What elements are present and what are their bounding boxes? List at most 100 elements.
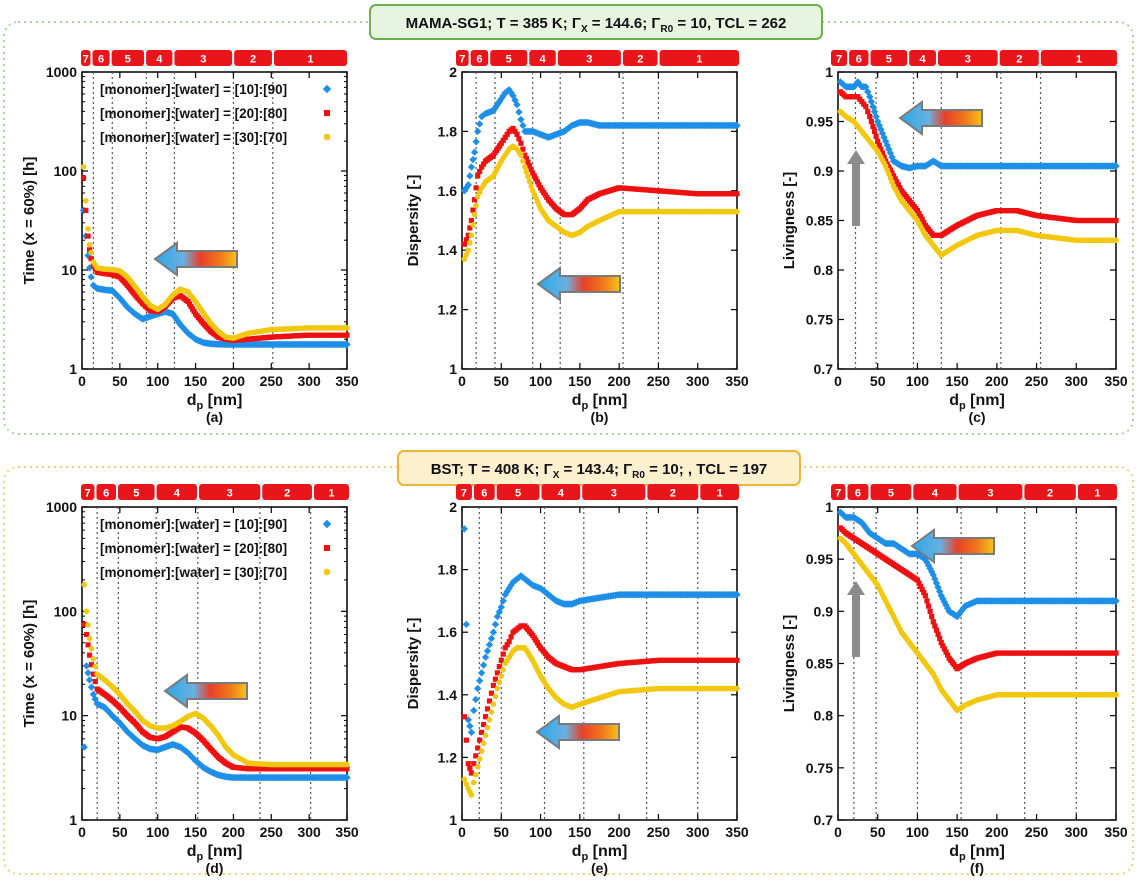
x-tick-label: 250 (260, 373, 284, 389)
region-segment (557, 50, 621, 66)
data-point (496, 664, 502, 670)
y-tick-label: 0.75 (806, 760, 833, 776)
data-point (514, 131, 520, 137)
y-tick-label: 1.4 (438, 687, 458, 703)
y-tick-label: 2 (449, 64, 457, 80)
region-segment (96, 484, 117, 500)
data-point (895, 182, 901, 188)
group1-title-box: MAMA-SG1; T = 385 K; ΓX = 144.6; ΓR0 = 1… (369, 4, 823, 40)
data-point (516, 136, 522, 142)
x-tick-label: 0 (834, 824, 842, 840)
data-point (498, 673, 505, 679)
data-point (490, 701, 497, 707)
region-segment (529, 50, 556, 66)
region-label: 7 (461, 488, 467, 500)
region-segment (622, 50, 658, 66)
legend-marker (323, 133, 331, 141)
region-segment (146, 50, 173, 66)
region-label: 4 (932, 488, 939, 500)
gray-up-arrow-icon (847, 581, 865, 657)
region-label: 4 (174, 488, 181, 500)
data-point (466, 722, 474, 730)
region-label: 5 (888, 488, 894, 500)
series-2 (837, 525, 1119, 672)
panel-label: (c) (968, 409, 985, 425)
data-point (873, 133, 879, 139)
x-tick-label: 150 (184, 373, 208, 389)
region-segment (1040, 50, 1117, 66)
gradient-left-arrow-icon (163, 673, 248, 709)
x-tick-label: 350 (1104, 373, 1128, 389)
data-point (465, 761, 471, 767)
gradient-left-arrow-icon (910, 528, 995, 564)
data-point (914, 577, 921, 583)
region-label: 5 (515, 488, 521, 500)
data-point (500, 666, 507, 673)
region-segment (273, 50, 347, 66)
region-label: 1 (1076, 54, 1082, 66)
y-tick-label: 0.8 (814, 262, 834, 278)
y-tick-label: 1 (449, 361, 457, 377)
data-point (86, 247, 93, 253)
region-segment (700, 484, 739, 500)
region-segment (111, 50, 145, 66)
data-point (344, 761, 350, 768)
data-point (344, 332, 350, 338)
x-tick-label: 0 (78, 373, 86, 389)
x-tick-label: 350 (335, 373, 359, 389)
data-point (876, 142, 882, 148)
data-point (468, 792, 475, 798)
legend-label: [monomer]:[water] = [20]:[80] (100, 541, 287, 556)
region-segment (870, 50, 908, 66)
region-label: 7 (835, 488, 841, 500)
region-segment (870, 484, 912, 500)
x-tick-label: 350 (725, 373, 749, 389)
region-label: 6 (481, 488, 487, 500)
region-segment (490, 50, 528, 66)
data-point (462, 620, 470, 629)
data-point (930, 619, 936, 625)
data-point (471, 761, 477, 767)
x-tick-label: 250 (647, 824, 671, 840)
data-point (463, 737, 469, 743)
data-point (477, 669, 486, 677)
data-point (463, 251, 470, 258)
legend-label: [monomer]:[water] = [10]:[90] (100, 517, 287, 532)
legend-marker (324, 110, 330, 116)
data-point (530, 170, 536, 176)
region-label: 6 (855, 488, 861, 500)
y-tick-label: 1 (69, 361, 77, 377)
data-point (921, 219, 927, 226)
data-point (461, 256, 468, 262)
data-point (474, 193, 481, 200)
region-segment (958, 484, 1023, 500)
x-tick-label: 0 (458, 824, 466, 840)
y-axis-label: Livingness [-] (781, 172, 798, 270)
data-point (924, 598, 930, 604)
data-point (526, 163, 533, 169)
region-label: 2 (284, 488, 290, 500)
x-tick-label: 350 (725, 824, 749, 840)
y-tick-label: 0.85 (806, 213, 833, 229)
data-point (508, 634, 514, 640)
region-label: 3 (227, 488, 233, 500)
region-label: 3 (987, 488, 993, 500)
region-label: 7 (83, 54, 89, 66)
data-point (522, 164, 528, 170)
region-segment (849, 50, 869, 66)
data-point (344, 325, 350, 331)
region-label: 4 (558, 488, 565, 500)
data-point (498, 657, 504, 663)
data-point (476, 677, 484, 685)
panel-e: 7 6 5 4 3 2 10 50 100 150 200 250 300 35011.21.41.61.… (405, 484, 749, 876)
x-axis-label: dp [nm] (949, 843, 1005, 863)
data-point (1113, 650, 1119, 656)
region-segment (473, 484, 495, 500)
data-point (500, 651, 506, 657)
data-point (916, 580, 922, 586)
region-label: 3 (586, 54, 592, 66)
region-segment (831, 484, 846, 500)
region-segment (999, 50, 1039, 66)
series-1 (836, 508, 1120, 621)
